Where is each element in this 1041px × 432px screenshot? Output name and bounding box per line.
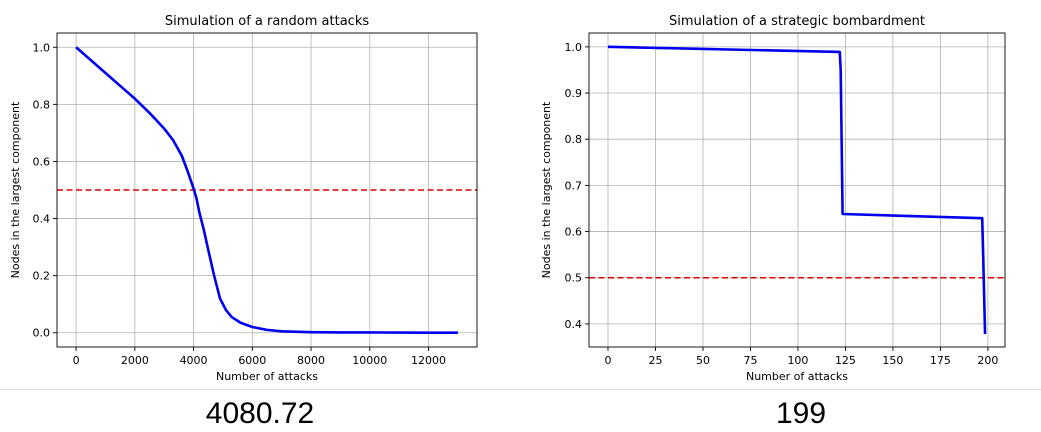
- y-tick-label: 0.7: [565, 179, 583, 192]
- x-tick-label: 150: [882, 354, 903, 367]
- x-axis-label: Number of attacks: [746, 370, 848, 383]
- x-axis-label: Number of attacks: [216, 370, 318, 383]
- figure-row: 0 2000 4000 6000 8000 10000 12000 0.0 0.2 0.4 0.6 0…: [9, 14, 1006, 383]
- y-tick-label: 0.0: [33, 327, 51, 340]
- x-tick-label: 10000: [352, 354, 387, 367]
- plot-frame: [588, 32, 1006, 348]
- x-tick-label: 0: [73, 354, 80, 367]
- chart-title: Simulation of a strategic bombardment: [669, 14, 925, 29]
- y-tick-label: 1.0: [565, 41, 583, 54]
- x-tick-label: 50: [696, 354, 710, 367]
- x-tick-label: 200: [977, 354, 998, 367]
- y-tick-label: 0.6: [33, 155, 51, 168]
- chart-title: Simulation of a random attacks: [165, 14, 369, 29]
- y-tick-label: 0.5: [565, 272, 583, 285]
- y-axis-label: Nodes in the largest component: [540, 101, 553, 278]
- y-tick-label: 1.0: [33, 41, 51, 54]
- y-tick-label: 0.4: [565, 318, 583, 331]
- separator-line: [0, 389, 1041, 390]
- y-tick-label: 0.6: [565, 226, 583, 239]
- x-tick-label: 75: [743, 354, 757, 367]
- x-tick-label: 175: [930, 354, 951, 367]
- y-axis-label: Nodes in the largest component: [9, 101, 22, 278]
- result-value-left: 4080.72: [205, 397, 315, 430]
- chart-random-attacks: 0 2000 4000 6000 8000 10000 12000 0.0 0.2 0.4 0.6 0…: [9, 14, 478, 383]
- y-tick-label: 0.8: [33, 98, 51, 111]
- x-tick-label: 25: [648, 354, 662, 367]
- x-tick-label: 6000: [238, 354, 266, 367]
- y-tick-label: 0.8: [565, 133, 583, 146]
- x-tick-label: 0: [604, 354, 611, 367]
- y-tick-label: 0.9: [565, 87, 583, 100]
- plot-frame: [56, 32, 478, 348]
- series-line: [607, 45, 987, 335]
- x-tick-label: 4000: [180, 354, 208, 367]
- y-tick-label: 0.4: [33, 213, 51, 226]
- x-tick-label: 100: [787, 354, 808, 367]
- x-tick-label: 2000: [121, 354, 149, 367]
- chart-strategic-bombardment: 0 25 50 75 100 125 150 175 200 0.4 0.5 0.6 0.7 0.8 0.9…: [540, 14, 1006, 383]
- series-line: [75, 46, 458, 335]
- x-tick-label: 8000: [297, 354, 325, 367]
- x-tick-label: 12000: [411, 354, 446, 367]
- x-tick-label: 125: [835, 354, 856, 367]
- result-value-right: 199: [775, 397, 827, 430]
- y-tick-label: 0.2: [33, 270, 51, 283]
